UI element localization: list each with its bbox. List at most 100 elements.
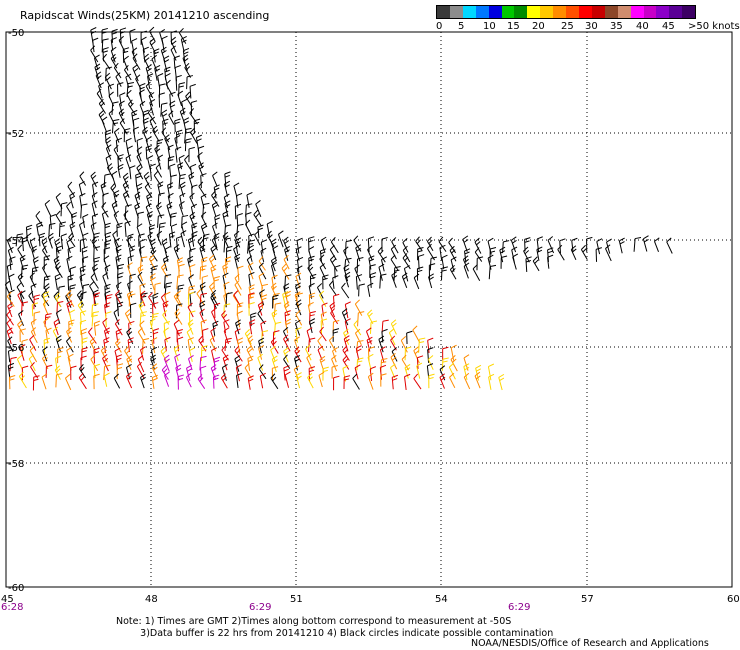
wind-barb (213, 276, 220, 290)
wind-barb (101, 210, 108, 227)
wind-barb (148, 254, 156, 270)
wind-barb (43, 255, 51, 270)
wind-barb (258, 364, 267, 380)
wind-barb (342, 355, 350, 370)
wind-barb (7, 362, 15, 379)
colorbar-segment (591, 6, 605, 18)
colorbar-segment (527, 6, 541, 18)
wind-barb (105, 144, 112, 160)
wind-barb (580, 244, 588, 260)
wind-barb (125, 137, 132, 153)
wind-barb (80, 355, 87, 371)
wind-barb (58, 221, 66, 237)
wind-barb (191, 184, 198, 200)
wind-barb (417, 247, 424, 261)
colorbar-segment (643, 6, 657, 18)
wind-barb (322, 274, 329, 290)
wind-barb (115, 254, 122, 270)
wind-barb (154, 144, 161, 162)
wind-barb (179, 201, 185, 216)
colorbar-segment (514, 6, 528, 18)
wind-barb (199, 300, 206, 316)
wind-barb (102, 354, 109, 372)
wind-barb (164, 371, 170, 387)
wind-barb (151, 54, 158, 72)
wind-barb (119, 92, 126, 107)
wind-barb (406, 330, 413, 345)
wind-barb (536, 236, 543, 253)
wind-barb (115, 137, 123, 152)
wind-barb (178, 82, 186, 97)
wind-barb (173, 344, 180, 361)
wind-barb (8, 375, 16, 390)
wind-barb (162, 255, 169, 272)
wind-barb (32, 375, 40, 391)
wind-barb (442, 346, 449, 361)
wind-barb (270, 373, 279, 390)
wind-barb (138, 301, 145, 316)
wind-barb (19, 344, 26, 361)
y-tick-label: -54 (8, 236, 24, 247)
wind-barb (164, 246, 171, 262)
wind-barb (30, 362, 39, 379)
wind-barb (354, 264, 361, 282)
wind-barb (260, 320, 267, 337)
wind-barb (117, 82, 124, 97)
wind-barb (43, 337, 51, 354)
wind-barb (404, 373, 411, 390)
wind-barb (502, 240, 510, 254)
wind-barb (248, 244, 255, 262)
x-tick-label: 57 (581, 594, 594, 605)
wind-barb (90, 45, 99, 63)
wind-barb (295, 299, 302, 316)
wind-barb (259, 372, 266, 389)
wind-barbs (4, 26, 673, 391)
y-tick-label: -60 (8, 583, 24, 594)
wind-barb (113, 144, 122, 162)
wind-barb (633, 236, 642, 252)
wind-barb (60, 202, 68, 217)
wind-barb (427, 337, 434, 353)
wind-barb (57, 347, 64, 364)
wind-barb (390, 319, 397, 335)
wind-barb (174, 308, 183, 325)
wind-barb (367, 236, 375, 253)
wind-barb (139, 290, 146, 307)
wind-barb (152, 125, 160, 142)
wind-barb (91, 311, 100, 327)
wind-barb (191, 231, 198, 247)
wind-barb (413, 373, 422, 390)
wind-barb (54, 292, 62, 308)
wind-barb (64, 373, 72, 391)
wind-barb (166, 201, 173, 219)
wind-barb (199, 281, 206, 298)
wind-barb (274, 321, 282, 336)
wind-barb (163, 327, 169, 343)
wind-barb (367, 372, 374, 390)
wind-barb (367, 245, 373, 261)
wind-barb (193, 118, 201, 133)
wind-barb (332, 328, 340, 342)
wind-barb (413, 346, 420, 364)
wind-barb (178, 173, 186, 190)
wind-barb (139, 320, 146, 336)
wind-barb (249, 319, 256, 335)
wind-barb (111, 200, 118, 217)
colorbar-label: 10 (483, 21, 496, 32)
wind-barb (200, 173, 207, 189)
wind-barb (105, 311, 112, 328)
wind-barb (150, 246, 158, 262)
wind-barb (137, 355, 145, 373)
wind-barb (15, 233, 24, 247)
wind-barb (66, 346, 73, 362)
wind-barb (353, 319, 362, 336)
wind-barb (343, 375, 351, 390)
wind-barb (55, 245, 63, 262)
wind-barb (571, 237, 578, 252)
colorbar-segment (604, 6, 618, 18)
wind-barb (200, 345, 208, 362)
wind-barb (54, 273, 61, 290)
wind-barb (77, 300, 86, 316)
wind-barb (180, 230, 187, 248)
wind-barb (145, 145, 152, 160)
